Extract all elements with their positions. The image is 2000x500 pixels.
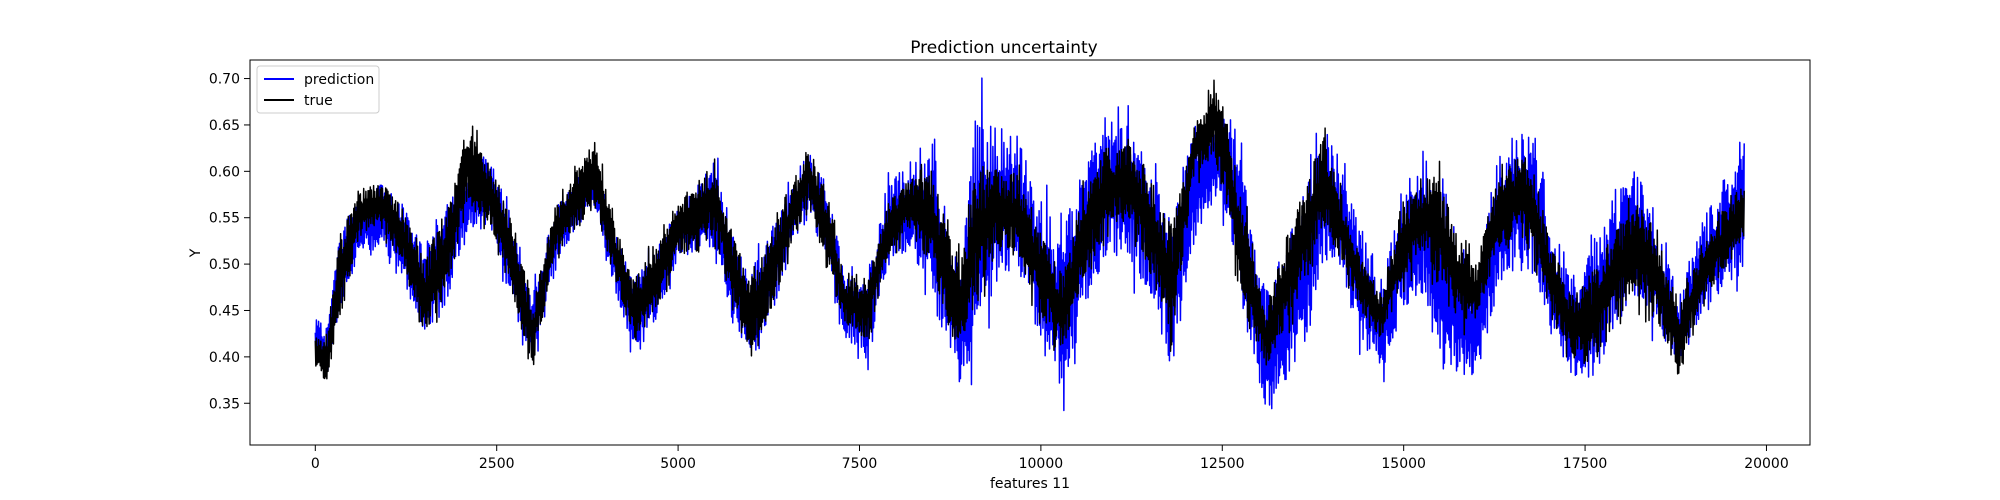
legend-box bbox=[256, 65, 380, 114]
x-tick-label: 5000 bbox=[660, 456, 696, 472]
legend: prediction true bbox=[256, 65, 380, 114]
legend-label-true: true bbox=[304, 93, 333, 109]
y-tick-label: 0.35 bbox=[209, 396, 240, 412]
x-tick-label: 2500 bbox=[479, 456, 515, 472]
x-tick-label: 12500 bbox=[1200, 456, 1245, 472]
y-tick-label: 0.50 bbox=[209, 257, 240, 273]
x-tick-label: 0 bbox=[311, 456, 320, 472]
x-tick-label: 20000 bbox=[1744, 456, 1789, 472]
x-tick-label: 7500 bbox=[842, 456, 878, 472]
series-line-true bbox=[314, 79, 1745, 380]
y-axis-label: Y bbox=[188, 248, 204, 258]
x-axis: 0 2500 5000 7500 10000 12500 15000 17500 20000 bbox=[311, 445, 1789, 472]
y-tick-label: 0.45 bbox=[209, 303, 240, 319]
x-tick-label: 17500 bbox=[1563, 456, 1608, 472]
plot-area bbox=[314, 77, 1745, 412]
x-axis-label: features 11 bbox=[990, 476, 1070, 492]
y-tick-label: 0.65 bbox=[209, 118, 240, 134]
x-tick-label: 10000 bbox=[1019, 456, 1064, 472]
x-tick-label: 15000 bbox=[1381, 456, 1426, 472]
y-tick-label: 0.40 bbox=[209, 350, 240, 366]
y-tick-label: 0.55 bbox=[209, 211, 240, 227]
y-tick-label: 0.60 bbox=[209, 164, 240, 180]
plot-frame bbox=[249, 59, 1811, 446]
chart-title: Prediction uncertainty bbox=[910, 38, 1098, 58]
y-tick-label: 0.70 bbox=[209, 72, 240, 88]
legend-label-prediction: prediction bbox=[304, 72, 374, 88]
y-axis: 0.35 0.40 0.45 0.50 0.55 0.60 0.65 0.70 bbox=[209, 72, 250, 412]
